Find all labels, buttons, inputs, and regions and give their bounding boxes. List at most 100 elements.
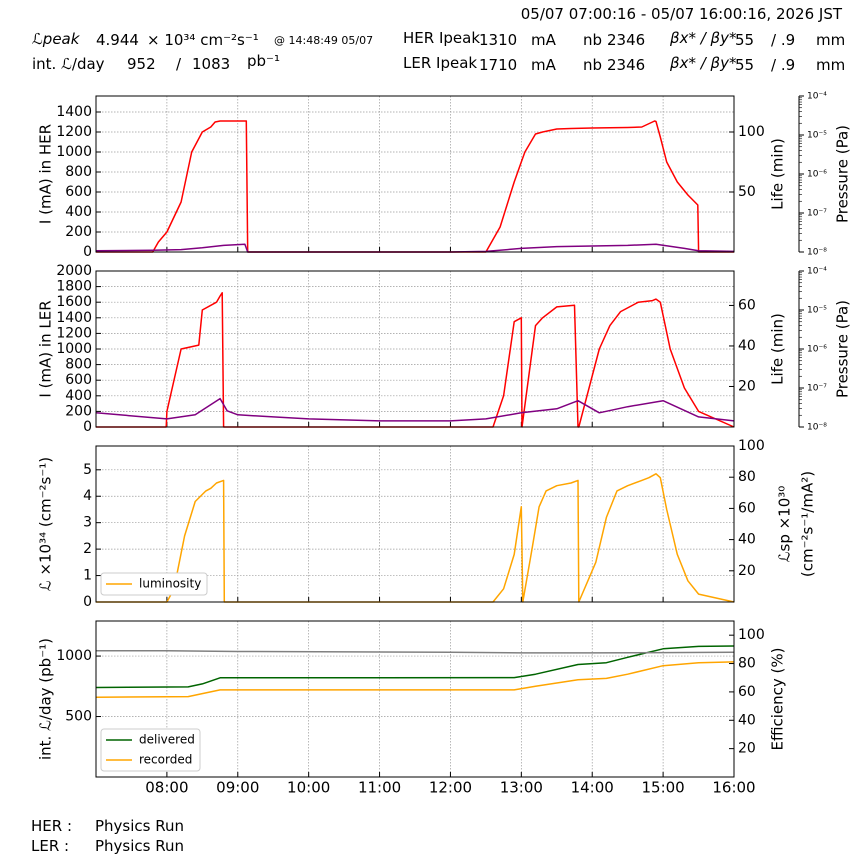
y-tick-label: 800 [65,357,92,373]
y2-tick-label: 40 [738,712,756,728]
y-tick-label: 1600 [56,294,92,310]
x-tick-label: 11:00 [358,779,401,797]
plot-frame [95,270,735,428]
pressure-tick-label: 10⁻⁵ [807,306,827,316]
ler-beta-label: βx* / βy* [670,54,737,72]
x-tick-label: 10:00 [287,779,330,797]
y-tick-label: 1000 [56,144,92,160]
y2-tick-label: 60 [738,684,756,700]
y2-tick-label: 80 [738,656,756,672]
y-axis-label: I (mA) in HER [37,124,55,224]
x-tick-label: 15:00 [641,779,684,797]
ler-current-unit: mA [531,56,556,74]
y-tick-label: 1000 [56,341,92,357]
pressure-axis-label: Pressure (Pa) [834,300,852,398]
ler-beta-unit: mm [816,56,846,74]
y-tick-label: 1400 [56,310,92,326]
y2-tick-label: 60 [738,297,756,313]
time-range: 05/07 07:00:16 - 05/07 16:00:16, 2026 JS… [520,5,842,23]
ler-nb-value: 2346 [607,56,646,74]
x-tick-label: 13:00 [500,779,543,797]
y-tick-label: 800 [65,164,92,180]
y-axis-label: ℒ ×10³⁴ (cm⁻²s⁻¹) [37,457,55,591]
y-tick-label: 5 [83,462,92,478]
y2-tick-label: 40 [738,532,756,548]
y-tick-label: 200 [65,403,92,419]
y2-tick-label: 20 [738,563,756,579]
y2-axis-label: (cm⁻²s⁻¹/mA²) [799,471,817,577]
ler-beta-y: / .9 [771,56,796,74]
pressure-tick-label: 10⁻⁷ [807,384,827,394]
ler-peak-label: LER Ipeak [403,54,478,72]
her-beta-label: βx* / βy* [670,29,737,47]
her-status-value: Physics Run [95,817,185,835]
pressure-axis-label: Pressure (Pa) [834,125,852,223]
y2-axis-label: Life (min) [769,138,787,210]
y2-tick-label: 20 [738,378,756,394]
intl-units: pb⁻¹ [247,52,280,70]
her-beta-y: / .9 [771,31,796,49]
delivered-line [95,645,735,689]
pressure-tick-label: 10⁻⁶ [807,170,827,180]
ler-peak-current: 1710 [479,56,518,74]
her-peak-label: HER Ipeak [403,29,480,47]
efficiency-line [96,650,735,654]
y-tick-label: 200 [65,224,92,240]
y2-tick-label: 80 [738,469,756,485]
y-tick-label: 0 [83,594,92,610]
y-tick-label: 400 [65,204,92,220]
y-tick-label: 1800 [56,279,92,295]
y2-axis-label: ℒsp ×10³⁰ [776,486,794,563]
y2-tick-label: 100 [738,438,765,454]
her-peak-current: 1310 [479,31,518,49]
y-tick-label: 1400 [56,104,92,120]
y-tick-label: 2000 [56,263,92,279]
her-nb-label: nb [583,31,603,49]
x-tick-label: 09:00 [216,779,259,797]
her-nb-value: 2346 [607,31,646,49]
pressure-tick-label: 10⁻⁶ [807,345,827,355]
intl-label: int. ℒ/day [32,55,105,73]
life-line [95,397,735,422]
legend-box [100,572,208,596]
pressure-tick-label: 10⁻⁷ [807,209,827,219]
x-tick-label: 12:00 [429,779,472,797]
y-tick-label: 1200 [56,124,92,140]
y-tick-label: 1 [83,568,92,584]
lpeak-value: 4.944 [96,31,139,49]
y-tick-label: 600 [65,372,92,388]
y-tick-label: 0 [83,244,92,260]
lpeak-time: @ 14:48:49 05/07 [274,34,374,47]
x-tick-label: 14:00 [571,779,614,797]
plot-frame [95,620,735,778]
intl-total: 1083 [192,55,231,73]
lpeak-units: × 10³⁴ cm⁻²s⁻¹ [147,31,259,49]
legend-label-delivered: delivered [139,733,195,747]
intl-slash: / [176,55,182,73]
legend-label-luminosity: luminosity [139,577,201,591]
legend-label-recorded: recorded [139,753,192,767]
y-tick-label: 3 [83,515,92,531]
pressure-tick-label: 10⁻⁴ [807,92,827,102]
y2-tick-label: 50 [738,184,756,200]
y-tick-label: 1000 [56,648,92,664]
pressure-tick-label: 10⁻⁸ [807,423,827,433]
y2-tick-label: 100 [738,124,765,140]
life-line [95,243,735,253]
current-line [96,120,734,253]
ler-status-label: LER : [31,837,70,855]
y-axis-label: int. ℒ/day (pb⁻¹) [37,638,55,760]
y-tick-label: 1200 [56,325,92,341]
her-beta-x: 55 [735,31,755,49]
recorded-line [95,661,735,698]
ler-status-value: Physics Run [95,837,185,855]
y-tick-label: 2 [83,541,92,557]
ler-beta-x: 55 [735,56,755,74]
her-status-label: HER : [31,817,73,835]
x-tick-label: 16:00 [712,779,755,797]
plot-frame [95,95,735,253]
y-tick-label: 4 [83,488,92,504]
pressure-tick-label: 10⁻⁵ [807,131,827,141]
y2-tick-label: 100 [738,627,765,643]
